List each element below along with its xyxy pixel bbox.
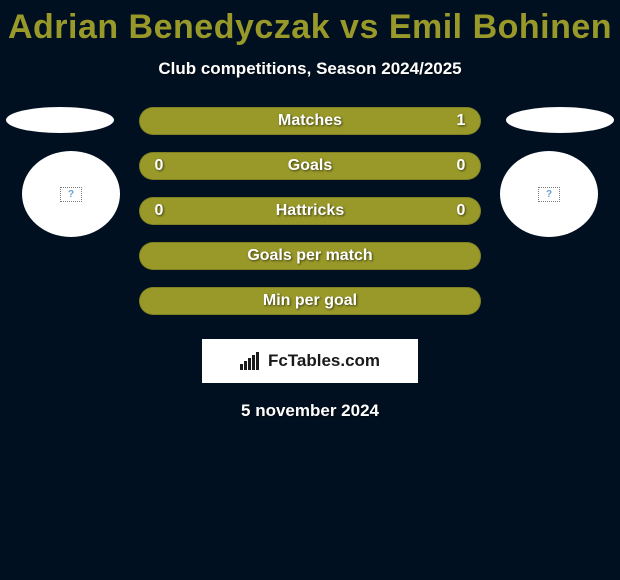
stat-row: Goals per match — [139, 242, 481, 270]
stat-label: Matches — [166, 112, 454, 130]
stat-label: Goals per match — [166, 247, 454, 265]
flag-placeholder-icon — [538, 187, 560, 202]
subtitle: Club competitions, Season 2024/2025 — [0, 59, 620, 79]
stat-row: 0 Goals 0 — [139, 152, 481, 180]
brand-label: FcTables.com — [268, 351, 380, 371]
bars-icon — [240, 352, 262, 370]
stat-row: Min per goal — [139, 287, 481, 315]
page-title: Adrian Benedyczak vs Emil Bohinen — [0, 0, 620, 47]
date-label: 5 november 2024 — [0, 401, 620, 421]
flag-placeholder-icon — [60, 187, 82, 202]
stat-value-right: 1 — [454, 112, 468, 130]
stat-row: Matches 1 — [139, 107, 481, 135]
brand-box: FcTables.com — [202, 339, 418, 383]
stat-label: Min per goal — [166, 292, 454, 310]
stat-label: Hattricks — [166, 202, 454, 220]
stat-value-right: 0 — [454, 157, 468, 175]
player-right-ellipse — [506, 107, 614, 133]
stat-value-left: 0 — [152, 157, 166, 175]
stat-rows: Matches 1 0 Goals 0 0 Hattricks 0 Goals … — [139, 107, 481, 315]
stat-value-right: 0 — [454, 202, 468, 220]
player-left-badge — [22, 151, 120, 237]
player-right-badge — [500, 151, 598, 237]
stat-label: Goals — [166, 157, 454, 175]
comparison-container: Matches 1 0 Goals 0 0 Hattricks 0 Goals … — [0, 107, 620, 315]
stat-value-left: 0 — [152, 202, 166, 220]
player-left-ellipse — [6, 107, 114, 133]
stat-row: 0 Hattricks 0 — [139, 197, 481, 225]
